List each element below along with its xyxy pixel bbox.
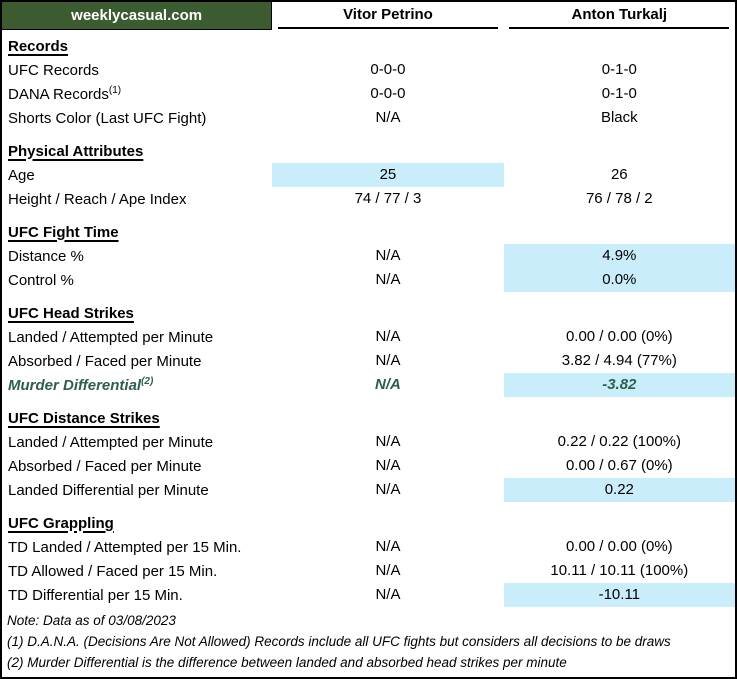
fighter1-name: Vitor Petrino: [277, 2, 498, 29]
murder-differential-row: Murder Differential(2) N/A -3.82: [2, 373, 735, 397]
fighter2-value: 0.22 / 0.22 (100%): [557, 433, 682, 450]
fighter1-value: 0-0-0: [370, 61, 406, 78]
fighter1-value: N/A: [375, 376, 401, 393]
fighter2-header-cell: Anton Turkalj: [504, 2, 735, 30]
fighter1-value: N/A: [375, 538, 401, 555]
footnote-marker: (2): [141, 375, 154, 387]
fighter1-value: N/A: [375, 271, 401, 288]
stat-label: Absorbed / Faced per Minute: [8, 457, 202, 475]
stat-label: Distance %: [8, 247, 84, 265]
fighter2-value-highlighted: -10.11: [503, 583, 735, 607]
stat-row: Shorts Color (Last UFC Fight) N/A Black: [2, 106, 735, 130]
fighter1-value: 74 / 77 / 3: [354, 190, 422, 207]
fighter2-value: 0.00 / 0.00 (0%): [565, 328, 673, 345]
fighter2-value: Black: [600, 109, 638, 126]
fighter1-value: N/A: [375, 586, 401, 603]
stat-row: Height / Reach / Ape Index 74 / 77 / 3 7…: [2, 187, 735, 211]
section-physical-attributes: Physical Attributes Age 25 26 Height / R…: [2, 139, 735, 211]
stat-label: Shorts Color (Last UFC Fight): [8, 109, 207, 127]
stat-row: Control % N/A 0.0%: [2, 268, 735, 292]
stat-row: Landed / Attempted per Minute N/A 0.00 /…: [2, 325, 735, 349]
stat-row: TD Differential per 15 Min. N/A -10.11: [2, 583, 735, 607]
section-title: UFC Head Strikes: [8, 304, 134, 322]
fighter2-value: 10.11 / 10.11 (100%): [550, 562, 689, 579]
section-title: UFC Distance Strikes: [8, 409, 160, 427]
stat-label: UFC Records: [8, 61, 99, 79]
footnote: (2) Murder Differential is the differenc…: [7, 655, 567, 670]
fighter1-value: 0-0-0: [370, 85, 406, 102]
stat-label: Height / Reach / Ape Index: [8, 190, 187, 208]
fighter2-name: Anton Turkalj: [509, 2, 730, 29]
section-ufc-grappling: UFC Grappling TD Landed / Attempted per …: [2, 511, 735, 607]
fighter2-value: 3.82 / 4.94 (77%): [561, 352, 677, 369]
stat-label: Murder Differential(2): [8, 375, 154, 394]
stat-row: TD Allowed / Faced per 15 Min. N/A 10.11…: [2, 559, 735, 583]
fighter1-value: N/A: [375, 328, 401, 345]
fighter1-value: N/A: [375, 352, 401, 369]
section-ufc-head-strikes: UFC Head Strikes Landed / Attempted per …: [2, 301, 735, 397]
footnote: Note: Data as of 03/08/2023: [7, 613, 176, 628]
fighter1-value: N/A: [375, 457, 401, 474]
stat-row: UFC Records 0-0-0 0-1-0: [2, 58, 735, 82]
stat-label: Absorbed / Faced per Minute: [8, 352, 202, 370]
stat-label: Control %: [8, 271, 74, 289]
stat-row: Landed / Attempted per Minute N/A 0.22 /…: [2, 430, 735, 454]
section-records: Records UFC Records 0-0-0 0-1-0 DANA Rec…: [2, 34, 735, 130]
stat-label: Landed Differential per Minute: [8, 481, 209, 499]
stat-label: Landed / Attempted per Minute: [8, 433, 214, 451]
stat-row: Landed Differential per Minute N/A 0.22: [2, 478, 735, 502]
fighter1-value: N/A: [375, 433, 401, 450]
fighter1-value: N/A: [375, 481, 401, 498]
site-brand: weeklycasual.com: [2, 2, 273, 30]
section-title: UFC Grappling: [8, 514, 114, 532]
stat-row: DANA Records(1) 0-0-0 0-1-0: [2, 82, 735, 106]
section-ufc-fight-time: UFC Fight Time Distance % N/A 4.9% Contr…: [2, 220, 735, 292]
footnotes: Note: Data as of 03/08/2023 (1) D.A.N.A.…: [2, 610, 735, 673]
section-ufc-distance-strikes: UFC Distance Strikes Landed / Attempted …: [2, 406, 735, 502]
fighter1-value: N/A: [375, 109, 401, 126]
section-title: Records: [8, 37, 69, 55]
stat-label: TD Allowed / Faced per 15 Min.: [8, 562, 218, 580]
fighter2-value-highlighted: 4.9%: [503, 244, 735, 268]
fighter2-value: 26: [610, 166, 628, 183]
footnote: (1) D.A.N.A. (Decisions Are Not Allowed)…: [7, 634, 671, 649]
fighter2-value-highlighted: 0.0%: [503, 268, 735, 292]
fighter2-value: 0.00 / 0.00 (0%): [565, 538, 673, 555]
fighter1-header-cell: Vitor Petrino: [272, 2, 503, 30]
table-header-row: weeklycasual.com Vitor Petrino Anton Tur…: [2, 2, 735, 30]
stat-row: TD Landed / Attempted per 15 Min. N/A 0.…: [2, 535, 735, 559]
fighter2-value: 0-1-0: [601, 61, 637, 78]
fighter1-value: N/A: [375, 562, 401, 579]
stat-label: Landed / Attempted per Minute: [8, 328, 214, 346]
stat-label: DANA Records(1): [8, 84, 122, 103]
stat-row: Absorbed / Faced per Minute N/A 3.82 / 4…: [2, 349, 735, 373]
section-title: UFC Fight Time: [8, 223, 119, 241]
fighter2-value-highlighted: -3.82: [503, 373, 735, 397]
fighter1-value-highlighted: 25: [272, 163, 504, 187]
stat-row: Age 25 26: [2, 163, 735, 187]
fighter2-value-highlighted: 0.22: [503, 478, 735, 502]
footnote-marker: (1): [108, 84, 122, 96]
fighter2-value: 76 / 78 / 2: [585, 190, 653, 207]
stat-label: TD Landed / Attempted per 15 Min.: [8, 538, 242, 556]
fighter2-value: 0.00 / 0.67 (0%): [565, 457, 673, 474]
fighter1-value: N/A: [375, 247, 401, 264]
section-title: Physical Attributes: [8, 142, 144, 160]
stat-row: Absorbed / Faced per Minute N/A 0.00 / 0…: [2, 454, 735, 478]
stat-row: Distance % N/A 4.9%: [2, 244, 735, 268]
stat-label: TD Differential per 15 Min.: [8, 586, 183, 604]
fighter2-value: 0-1-0: [601, 85, 637, 102]
stat-label: Age: [8, 166, 35, 184]
